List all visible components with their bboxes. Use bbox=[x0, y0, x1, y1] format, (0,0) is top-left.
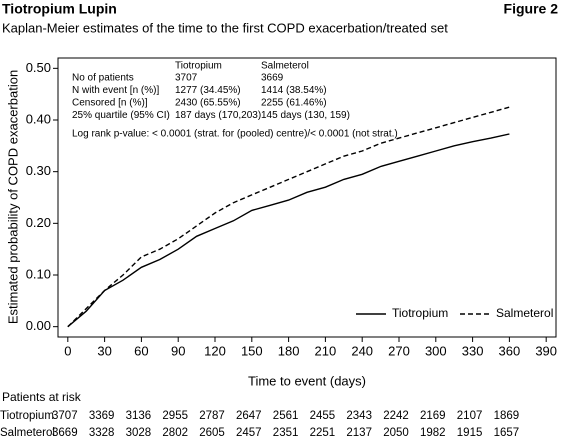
at-risk-value: 2955 bbox=[162, 410, 188, 422]
x-tick-label: 360 bbox=[499, 343, 521, 358]
legend-label: Salmeterol bbox=[496, 306, 553, 320]
at-risk-value: 3369 bbox=[89, 410, 115, 422]
x-tick-label: 30 bbox=[97, 343, 111, 358]
km-curve bbox=[67, 106, 510, 328]
x-tick-label: 300 bbox=[425, 343, 447, 358]
at-risk-value: 2169 bbox=[420, 410, 446, 422]
at-risk-value: 2242 bbox=[383, 410, 409, 422]
x-tick-label: 150 bbox=[241, 343, 263, 358]
at-risk-value: 2107 bbox=[457, 410, 483, 422]
at-risk-value: 1657 bbox=[494, 427, 520, 438]
y-tick-label: 0.20 bbox=[26, 215, 51, 230]
x-tick-label: 90 bbox=[171, 343, 185, 358]
at-risk-value: 3028 bbox=[126, 427, 152, 438]
at-risk-value: 2343 bbox=[346, 410, 372, 422]
stats-cell: 3669 bbox=[261, 73, 284, 84]
y-tick-label: 0.40 bbox=[26, 111, 51, 126]
at-risk-name: Salmeterol bbox=[0, 427, 55, 438]
at-risk-name: Tiotropium bbox=[0, 410, 54, 422]
at-risk-value: 3669 bbox=[52, 427, 78, 438]
at-risk-value: 2351 bbox=[273, 427, 299, 438]
stats-column-header: Tiotropium bbox=[175, 61, 222, 72]
at-risk-value: 2605 bbox=[199, 427, 225, 438]
at-risk-value: 2050 bbox=[383, 427, 409, 438]
stats-cell: N with event [n (%)] bbox=[72, 85, 159, 96]
at-risk-value: 1915 bbox=[457, 427, 483, 438]
y-tick-label: 0.10 bbox=[26, 266, 51, 281]
at-risk-value: 2137 bbox=[346, 427, 372, 438]
y-tick-label: 0.30 bbox=[26, 163, 51, 178]
stats-cell: 3707 bbox=[175, 73, 198, 84]
x-tick-label: 390 bbox=[535, 343, 557, 358]
x-tick-label: 0 bbox=[64, 343, 71, 358]
stats-column-header: Salmeterol bbox=[261, 61, 309, 72]
stats-cell: 2430 (65.55%) bbox=[175, 98, 241, 109]
y-axis-label: Estimated probability of COPD exacerbati… bbox=[5, 70, 20, 324]
at-risk-value: 2561 bbox=[273, 410, 299, 422]
y-tick-label: 0.50 bbox=[26, 60, 51, 75]
at-risk-value: 2647 bbox=[236, 410, 262, 422]
at-risk-value: 3707 bbox=[52, 410, 78, 422]
at-risk-value: 3136 bbox=[126, 410, 152, 422]
at-risk-value: 2787 bbox=[199, 410, 225, 422]
at-risk-value: 2457 bbox=[236, 427, 262, 438]
x-tick-label: 240 bbox=[351, 343, 373, 358]
x-tick-label: 270 bbox=[388, 343, 410, 358]
x-tick-label: 210 bbox=[315, 343, 337, 358]
at-risk-value: 2251 bbox=[310, 427, 336, 438]
at-risk-value: 1982 bbox=[420, 427, 446, 438]
at-risk-value: 3328 bbox=[89, 427, 115, 438]
chart-title: Tiotropium Lupin bbox=[2, 1, 117, 17]
x-tick-label: 330 bbox=[462, 343, 484, 358]
x-tick-label: 180 bbox=[278, 343, 300, 358]
stats-cell: 2255 (61.46%) bbox=[261, 98, 327, 109]
x-axis-label: Time to event (days) bbox=[248, 373, 366, 388]
chart-subtitle: Kaplan-Meier estimates of the time to th… bbox=[2, 20, 448, 35]
x-tick-label: 120 bbox=[204, 343, 226, 358]
stats-cell: 1414 (38.54%) bbox=[261, 85, 327, 96]
km-curve bbox=[67, 133, 510, 328]
stats-cell: 25% quartile (95% CI) bbox=[72, 110, 170, 121]
stats-cell: Censored [n (%)] bbox=[72, 98, 148, 109]
at-risk-value: 2455 bbox=[310, 410, 336, 422]
stats-note: Log rank p-value: < 0.0001 (strat. for (… bbox=[72, 129, 398, 140]
stats-cell: 1277 (34.45%) bbox=[175, 85, 241, 96]
x-tick-label: 60 bbox=[134, 343, 148, 358]
stats-cell: 187 days (170,203) bbox=[175, 110, 261, 121]
stats-cell: 145 days (130, 159) bbox=[261, 110, 350, 121]
plot-frame bbox=[57, 57, 557, 338]
figure-label: Figure 2 bbox=[504, 1, 559, 17]
legend-label: Tiotropium bbox=[392, 306, 448, 320]
stats-cell: No of patients bbox=[72, 73, 134, 84]
at-risk-value: 2802 bbox=[162, 427, 188, 438]
at-risk-title: Patients at risk bbox=[2, 390, 82, 404]
at-risk-value: 1869 bbox=[494, 410, 520, 422]
y-tick-label: 0.00 bbox=[26, 318, 51, 333]
